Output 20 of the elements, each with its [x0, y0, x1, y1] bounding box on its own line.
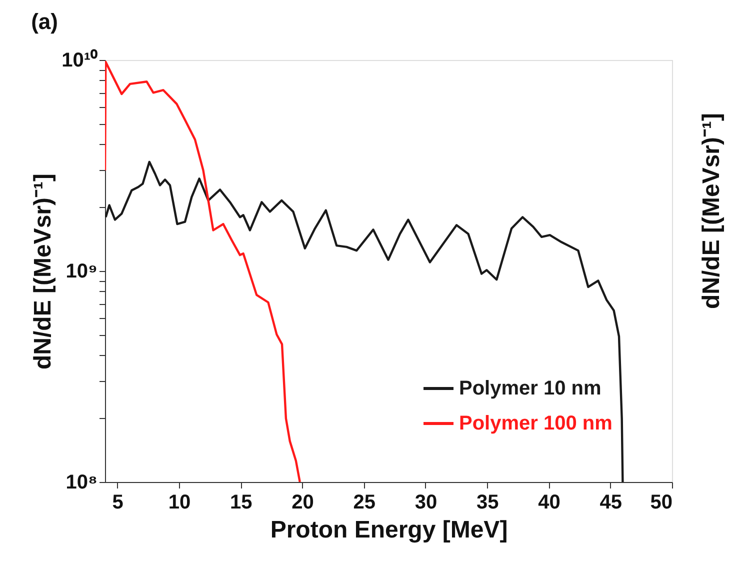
- y-axis-title: dN/dE [(MeVsr)⁻¹]: [30, 174, 57, 370]
- y-tick-label: 10⁹: [66, 260, 98, 282]
- y-tick-label: 10⁸: [66, 472, 98, 494]
- x-tick-label: 35: [476, 492, 499, 514]
- line-series: [105, 160, 624, 482]
- x-tick-label: 5: [112, 492, 124, 514]
- x-tick-label: 45: [600, 492, 622, 514]
- x-tick-label: 30: [414, 492, 438, 514]
- y2-axis-title: dN/dE [(MeVsr)⁻¹]: [698, 113, 725, 309]
- x-tick-label: 15: [230, 492, 252, 514]
- x-tick-label: 50: [650, 492, 672, 514]
- y-tick-label: 10¹⁰: [62, 48, 98, 72]
- legend-label: Polymer 10 nm: [459, 378, 602, 400]
- x-tick-label: 25: [353, 492, 376, 514]
- x-tick-label: 10: [168, 492, 191, 514]
- x-tick-label: 20: [292, 492, 314, 514]
- chart-title: (a): [31, 9, 58, 34]
- x-axis-title: Proton Energy [MeV]: [270, 516, 508, 544]
- x-tick-label: 40: [538, 492, 560, 514]
- legend-label: Polymer 100 nm: [459, 412, 612, 434]
